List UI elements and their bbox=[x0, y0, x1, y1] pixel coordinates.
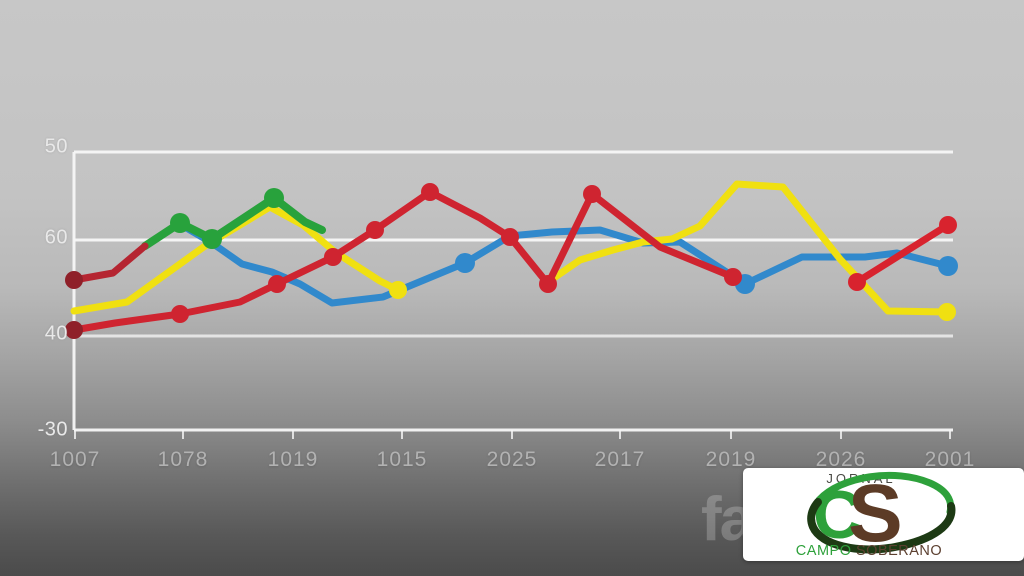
series-green-marker bbox=[264, 188, 284, 208]
series-green-marker bbox=[202, 229, 222, 249]
series-red-main-marker bbox=[324, 248, 342, 266]
series-red-main-marker bbox=[366, 221, 384, 239]
series-red-main-marker bbox=[171, 305, 189, 323]
series-red-main-marker bbox=[268, 275, 286, 293]
x-tick-label: 2001 bbox=[924, 448, 976, 471]
x-tick-label: 2019 bbox=[705, 448, 757, 471]
logo-graphic: JORNAL C S CAMPO SOBERANO bbox=[796, 468, 956, 559]
series-yellow-left-line bbox=[70, 203, 402, 315]
y-tick-label: -30 bbox=[37, 418, 68, 441]
x-tick-label: 1078 bbox=[157, 448, 209, 471]
y-tick-label: 60 bbox=[44, 226, 68, 249]
series-red-left-marker bbox=[65, 271, 83, 289]
x-tick-label: 2026 bbox=[815, 448, 867, 471]
logo-bottom-text: CAMPO SOBERANO bbox=[796, 543, 942, 559]
series-red-main-marker bbox=[65, 321, 83, 339]
logo-bottom-text-brown: SOBERANO bbox=[856, 543, 942, 559]
swoosh-dark-arc-icon bbox=[807, 498, 956, 554]
series-yellow-right-marker bbox=[938, 303, 956, 321]
x-tick-label: 2025 bbox=[486, 448, 538, 471]
series-blue-marker bbox=[455, 253, 475, 273]
series-green-marker bbox=[170, 213, 190, 233]
series-red-right-marker bbox=[939, 216, 957, 234]
x-tick-label: 1019 bbox=[267, 448, 319, 471]
series-red-main-marker bbox=[724, 268, 742, 286]
y-tick-label: 40 bbox=[44, 322, 68, 345]
x-tick-label: 1015 bbox=[376, 448, 428, 471]
logo-bottom-text-green: CAMPO bbox=[796, 543, 856, 559]
x-tick-label: 2017 bbox=[594, 448, 646, 471]
y-tick-label: 50 bbox=[44, 135, 68, 158]
series-blue-marker bbox=[938, 256, 958, 276]
x-tick-label: 1007 bbox=[49, 448, 101, 471]
channel-logo: JORNAL C S CAMPO SOBERANO bbox=[743, 468, 1024, 561]
series-red-right-marker bbox=[848, 273, 866, 291]
series-red-main-line bbox=[70, 188, 737, 334]
series-red-left-line bbox=[70, 242, 149, 284]
series-red-main-marker bbox=[501, 228, 519, 246]
series-blue-line bbox=[179, 222, 952, 307]
series-red-main-marker bbox=[421, 183, 439, 201]
series-red-main-marker bbox=[539, 275, 557, 293]
series-yellow-left-marker bbox=[389, 281, 407, 299]
swoosh-green-arc-icon bbox=[815, 471, 955, 516]
series-red-right-line bbox=[853, 221, 952, 286]
series-red-main-marker bbox=[583, 185, 601, 203]
